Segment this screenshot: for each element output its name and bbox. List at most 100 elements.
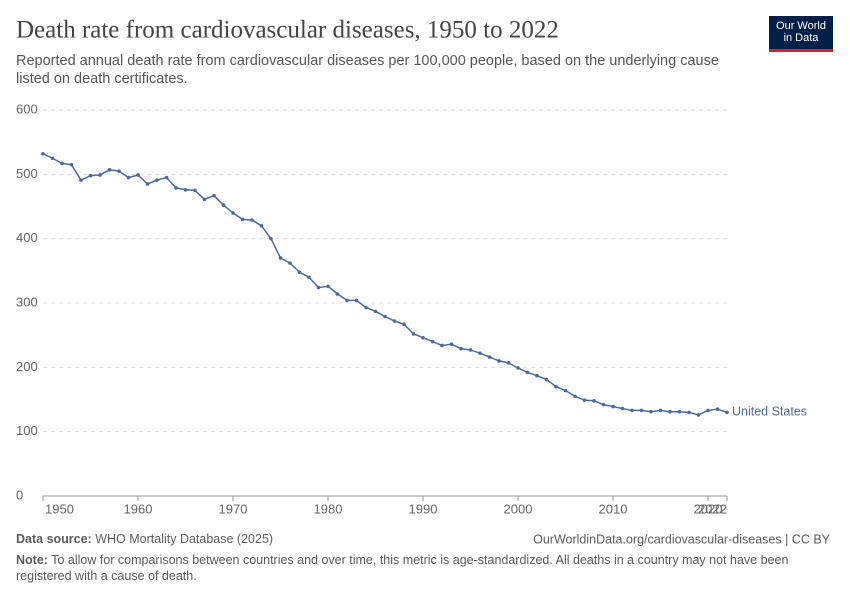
logo-bar	[769, 49, 833, 52]
point	[725, 410, 729, 415]
point	[231, 211, 235, 215]
point	[573, 394, 577, 399]
point	[136, 173, 140, 177]
point	[478, 351, 482, 355]
point	[88, 173, 93, 178]
logo: Our World in Data	[776, 20, 826, 44]
point	[706, 408, 710, 413]
point	[668, 409, 672, 414]
point	[354, 298, 359, 303]
url: OurWorldinData.org/cardiovascular-diseas…	[533, 532, 831, 546]
point	[535, 373, 539, 378]
point	[497, 359, 501, 363]
point	[145, 182, 150, 186]
line	[42, 153, 728, 416]
point	[364, 305, 368, 310]
point	[383, 314, 387, 319]
point	[487, 355, 492, 359]
point	[440, 343, 444, 348]
point	[601, 402, 606, 407]
point	[288, 261, 292, 265]
point	[554, 384, 558, 389]
point	[69, 162, 74, 167]
logo-wrap: Our World in Data	[776, 20, 826, 44]
point	[316, 285, 321, 290]
y-tick-label: 500	[16, 166, 38, 181]
point	[155, 178, 159, 182]
y-tick-label: 0	[16, 487, 23, 502]
subtitle: Reported annual death rate from cardiova…	[16, 53, 719, 87]
x-tick-label: 2020	[694, 501, 723, 516]
x-tick-label: 2000	[504, 501, 533, 516]
point	[326, 284, 330, 289]
subtitle-wrap: Reported annual death rate from cardiova…	[16, 53, 719, 87]
point	[630, 408, 634, 413]
point	[468, 348, 473, 352]
point	[373, 309, 378, 314]
point	[183, 187, 188, 192]
point	[392, 319, 397, 323]
point	[402, 322, 406, 327]
point	[563, 388, 568, 393]
x-tick-label: 2010	[599, 501, 628, 516]
y-tick-label: 400	[16, 230, 38, 245]
point	[240, 217, 245, 222]
x-tick-label: 1970	[219, 501, 248, 516]
point	[174, 186, 178, 190]
point	[117, 169, 121, 173]
x-tick-label: 1990	[409, 501, 438, 516]
point	[307, 275, 311, 280]
point	[202, 197, 207, 202]
point	[60, 161, 64, 166]
point	[611, 404, 615, 409]
point	[335, 292, 340, 296]
x-tick-label: 2022	[698, 501, 727, 516]
source-label: Data source:	[16, 532, 92, 546]
point	[50, 156, 55, 161]
point	[658, 408, 663, 413]
point	[98, 173, 102, 177]
point	[649, 409, 653, 414]
y-tick-label: 100	[16, 423, 38, 438]
note: Note: To allow for comparisons between c…	[16, 552, 826, 584]
point	[525, 370, 530, 375]
point	[193, 188, 197, 193]
x-tick-label: 1960	[124, 501, 153, 516]
point	[715, 407, 720, 411]
y-tick-label: 200	[16, 359, 38, 374]
note-wrap: Note: To allow for comparisons between c…	[16, 552, 826, 584]
point	[212, 193, 216, 198]
point	[164, 175, 169, 180]
point	[459, 346, 463, 351]
logo-box	[769, 16, 833, 52]
source: Data source: WHO Mortality Database (202…	[16, 532, 273, 546]
point	[126, 175, 131, 180]
point	[250, 218, 254, 222]
point	[221, 203, 226, 208]
point	[582, 398, 587, 402]
point	[269, 236, 273, 241]
point	[696, 413, 701, 417]
point	[449, 342, 454, 346]
point	[297, 270, 302, 274]
x-tick-label: 1950	[45, 501, 74, 516]
note-text: To allow for comparisons between countri…	[16, 553, 789, 583]
point	[687, 410, 691, 415]
point	[107, 168, 112, 172]
series-label: United States	[732, 405, 807, 419]
y-tick-label: 600	[16, 101, 38, 116]
source-text: WHO Mortality Database (2025)	[95, 532, 273, 546]
point	[411, 332, 416, 336]
point	[41, 151, 45, 156]
point	[620, 406, 625, 411]
point	[592, 398, 596, 403]
point	[345, 298, 349, 303]
point	[516, 366, 520, 370]
x-tick-label: 1980	[314, 501, 343, 516]
point	[506, 361, 511, 365]
point	[639, 408, 644, 413]
y-tick-label: 300	[16, 294, 38, 309]
point	[278, 256, 283, 260]
